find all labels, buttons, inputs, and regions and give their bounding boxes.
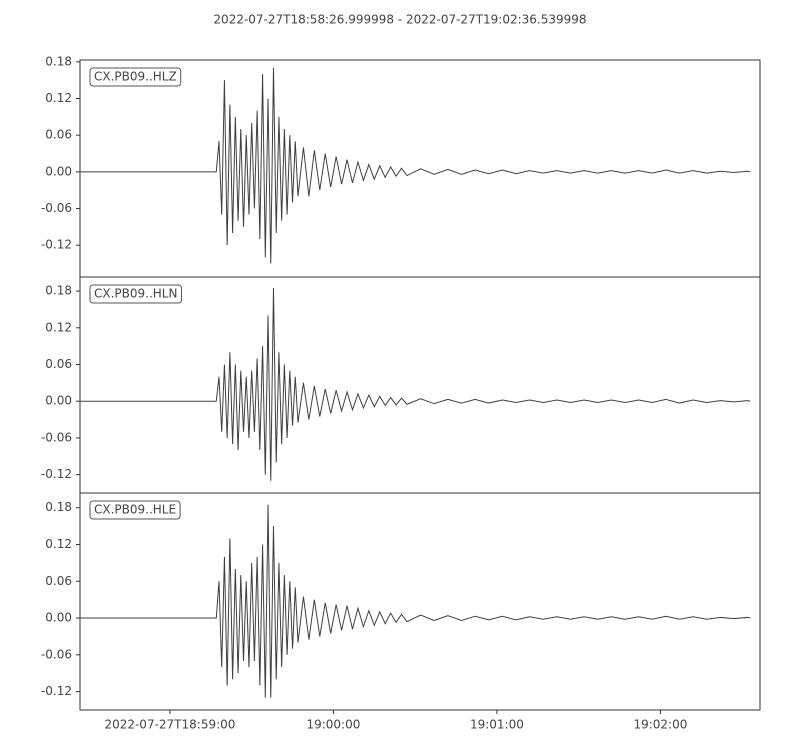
waveform — [80, 288, 751, 481]
y-tick-label: 0.18 — [45, 284, 72, 298]
y-tick-label: 0.06 — [45, 128, 72, 142]
y-tick-label: -0.06 — [41, 430, 72, 444]
y-tick-label: 0.12 — [45, 537, 72, 551]
x-tick-label: 19:01:00 — [470, 718, 524, 732]
trace-label-box — [89, 67, 182, 87]
y-tick-label: -0.06 — [41, 647, 72, 661]
x-tick-label: 19:00:00 — [306, 718, 360, 732]
y-tick-label: 0.00 — [45, 394, 72, 408]
y-tick-label: 0.18 — [45, 500, 72, 514]
trace-label: CX.PB09..HLZ — [94, 70, 177, 84]
waveform — [80, 67, 751, 264]
y-tick-label: 0.12 — [45, 320, 72, 334]
chart-title: 2022-07-27T18:58:26.999998 - 2022-07-27T… — [213, 13, 586, 27]
waveform — [80, 504, 751, 698]
panel-frame — [79, 492, 761, 711]
y-tick-label: -0.06 — [41, 201, 72, 215]
trace-label-box — [89, 284, 182, 304]
panel-frame — [79, 276, 761, 494]
y-tick-label: 0.06 — [45, 357, 72, 371]
y-tick-label: 0.06 — [45, 574, 72, 588]
y-tick-label: -0.12 — [41, 238, 72, 252]
y-tick-label: 0.00 — [45, 611, 72, 625]
x-tick-label: 19:02:00 — [633, 718, 687, 732]
y-tick-label: 0.12 — [45, 91, 72, 105]
y-tick-label: -0.12 — [41, 684, 72, 698]
y-tick-label: 0.18 — [45, 54, 72, 68]
trace-label: CX.PB09..HLN — [94, 287, 177, 301]
trace-label: CX.PB09..HLE — [94, 503, 176, 517]
panel-frame — [79, 59, 761, 278]
y-tick-label: -0.12 — [41, 467, 72, 481]
y-tick-label: 0.00 — [45, 164, 72, 178]
trace-label-box — [89, 500, 181, 520]
x-tick-label: 2022-07-27T18:59:00 — [104, 718, 235, 732]
